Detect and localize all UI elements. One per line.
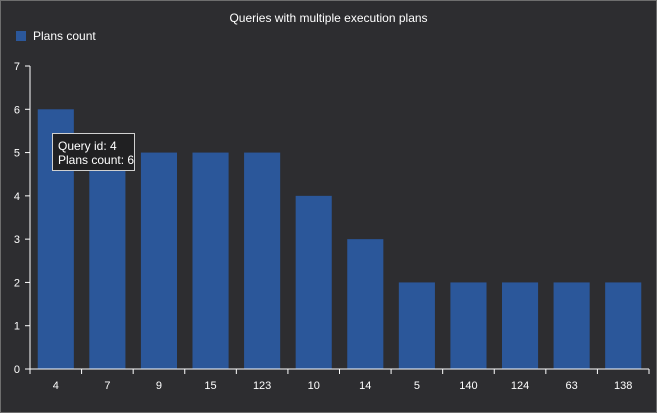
bar[interactable] (605, 282, 642, 369)
bar[interactable] (450, 282, 487, 369)
bar[interactable] (295, 195, 332, 369)
y-tick-label: 0 (14, 364, 20, 376)
x-tick-label: 9 (156, 380, 162, 392)
tooltip-query-id: Query id: 4 (58, 139, 117, 153)
x-tick-label: 7 (104, 380, 110, 392)
bar-tooltip: Query id: 4 Plans count: 6 (52, 133, 135, 171)
x-tick-label: 4 (53, 380, 59, 392)
y-tick-label: 3 (14, 234, 20, 246)
tooltip-plans-count: Plans count: 6 (58, 153, 135, 167)
x-tick-label: 63 (566, 380, 578, 392)
x-tick-label: 5 (414, 380, 420, 392)
x-tick-label: 138 (614, 380, 632, 392)
x-tick-label: 124 (511, 380, 529, 392)
y-tick-label: 4 (14, 191, 20, 203)
bar[interactable] (244, 152, 281, 369)
chart-title: Queries with multiple execution plans (229, 11, 428, 25)
legend-swatch-plans-count (16, 31, 26, 41)
x-tick-label: 14 (359, 380, 371, 392)
legend[interactable]: Plans count (16, 29, 96, 43)
bar[interactable] (398, 282, 435, 369)
x-tick-label: 10 (308, 380, 320, 392)
y-tick-label: 7 (14, 61, 20, 73)
x-tick-label: 140 (459, 380, 477, 392)
bar[interactable] (192, 152, 229, 369)
legend-label-plans-count: Plans count (33, 29, 96, 43)
bar[interactable] (89, 152, 126, 369)
bar[interactable] (140, 152, 178, 369)
y-tick-label: 2 (14, 277, 20, 289)
bar[interactable] (553, 282, 590, 369)
x-tick-label: 15 (204, 380, 216, 392)
y-tick-label: 1 (14, 321, 20, 333)
x-tick-label: 123 (253, 380, 271, 392)
y-tick-label: 5 (14, 148, 20, 160)
bar[interactable] (347, 239, 384, 369)
y-tick-label: 6 (14, 104, 20, 116)
bar[interactable] (501, 282, 539, 369)
